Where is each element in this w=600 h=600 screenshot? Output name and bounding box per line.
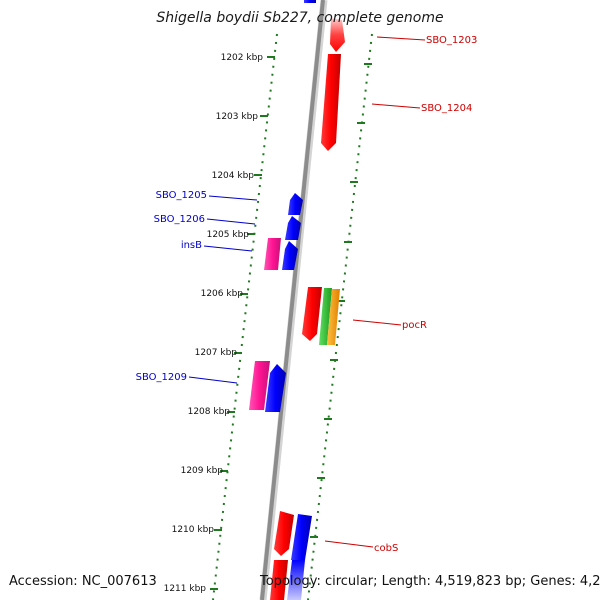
tick-label-1209: 1209 kbp xyxy=(181,466,224,476)
label-sbo-1206[interactable]: SBO_1206 xyxy=(154,214,205,225)
backbone xyxy=(260,0,325,600)
tick-label-1204: 1204 kbp xyxy=(212,171,255,181)
tick-label-1205: 1205 kbp xyxy=(207,230,250,240)
topology-text: Topology: circular; Length: 4,519,823 bp… xyxy=(260,574,600,589)
accession-text: Accession: NC_007613 xyxy=(9,574,157,589)
gene-sbo-1204[interactable] xyxy=(321,54,341,151)
gene-insb[interactable] xyxy=(264,238,281,270)
gene-sbo-1206[interactable] xyxy=(285,216,301,240)
tick-label-1208: 1208 kbp xyxy=(188,407,231,417)
tick-label-1207: 1207 kbp xyxy=(195,348,238,358)
gene-pocr-red[interactable] xyxy=(302,287,322,341)
label-pocr[interactable]: pocR xyxy=(402,320,427,331)
gene-cobs-red[interactable] xyxy=(274,511,294,556)
gene-bottom-red[interactable] xyxy=(270,560,288,600)
gene-bottom-blue[interactable] xyxy=(287,560,305,600)
tick-marks-left xyxy=(210,56,275,590)
tick-label-1210: 1210 kbp xyxy=(172,525,215,535)
tick-marks-right xyxy=(310,63,372,538)
label-sbo-1209[interactable]: SBO_1209 xyxy=(136,372,187,383)
gene-sbo-1205[interactable] xyxy=(288,193,303,215)
tick-label-1211: 1211 kbp xyxy=(164,584,207,594)
label-sbo-1203[interactable]: SBO_1203 xyxy=(426,35,477,46)
gene-sbo-1203[interactable] xyxy=(330,18,345,52)
gene-pocr-orange[interactable] xyxy=(327,289,340,345)
gene-cobs-blue[interactable] xyxy=(291,514,312,560)
gene-insb-blue[interactable] xyxy=(282,241,298,270)
tick-label-1202: 1202 kbp xyxy=(221,53,264,63)
gene-top-partial[interactable] xyxy=(304,0,316,3)
gene-sbo-1209-pink[interactable] xyxy=(249,361,270,410)
gene-pocr-green[interactable] xyxy=(319,288,332,345)
tick-label-1203: 1203 kbp xyxy=(216,112,259,122)
gene-sbo-1209[interactable] xyxy=(265,364,286,412)
label-insb[interactable]: insB xyxy=(181,240,202,251)
map-title: Shigella boydii Sb227, complete genome xyxy=(156,10,444,26)
tick-label-1206: 1206 kbp xyxy=(201,289,244,299)
tick-labels: 1202 kbp 1203 kbp 1204 kbp 1205 kbp 1206… xyxy=(164,53,264,594)
label-cobs[interactable]: cobS xyxy=(374,543,398,554)
label-leaders xyxy=(188,36,426,548)
label-sbo-1205[interactable]: SBO_1205 xyxy=(156,190,207,201)
label-sbo-1204[interactable]: SBO_1204 xyxy=(421,103,472,114)
